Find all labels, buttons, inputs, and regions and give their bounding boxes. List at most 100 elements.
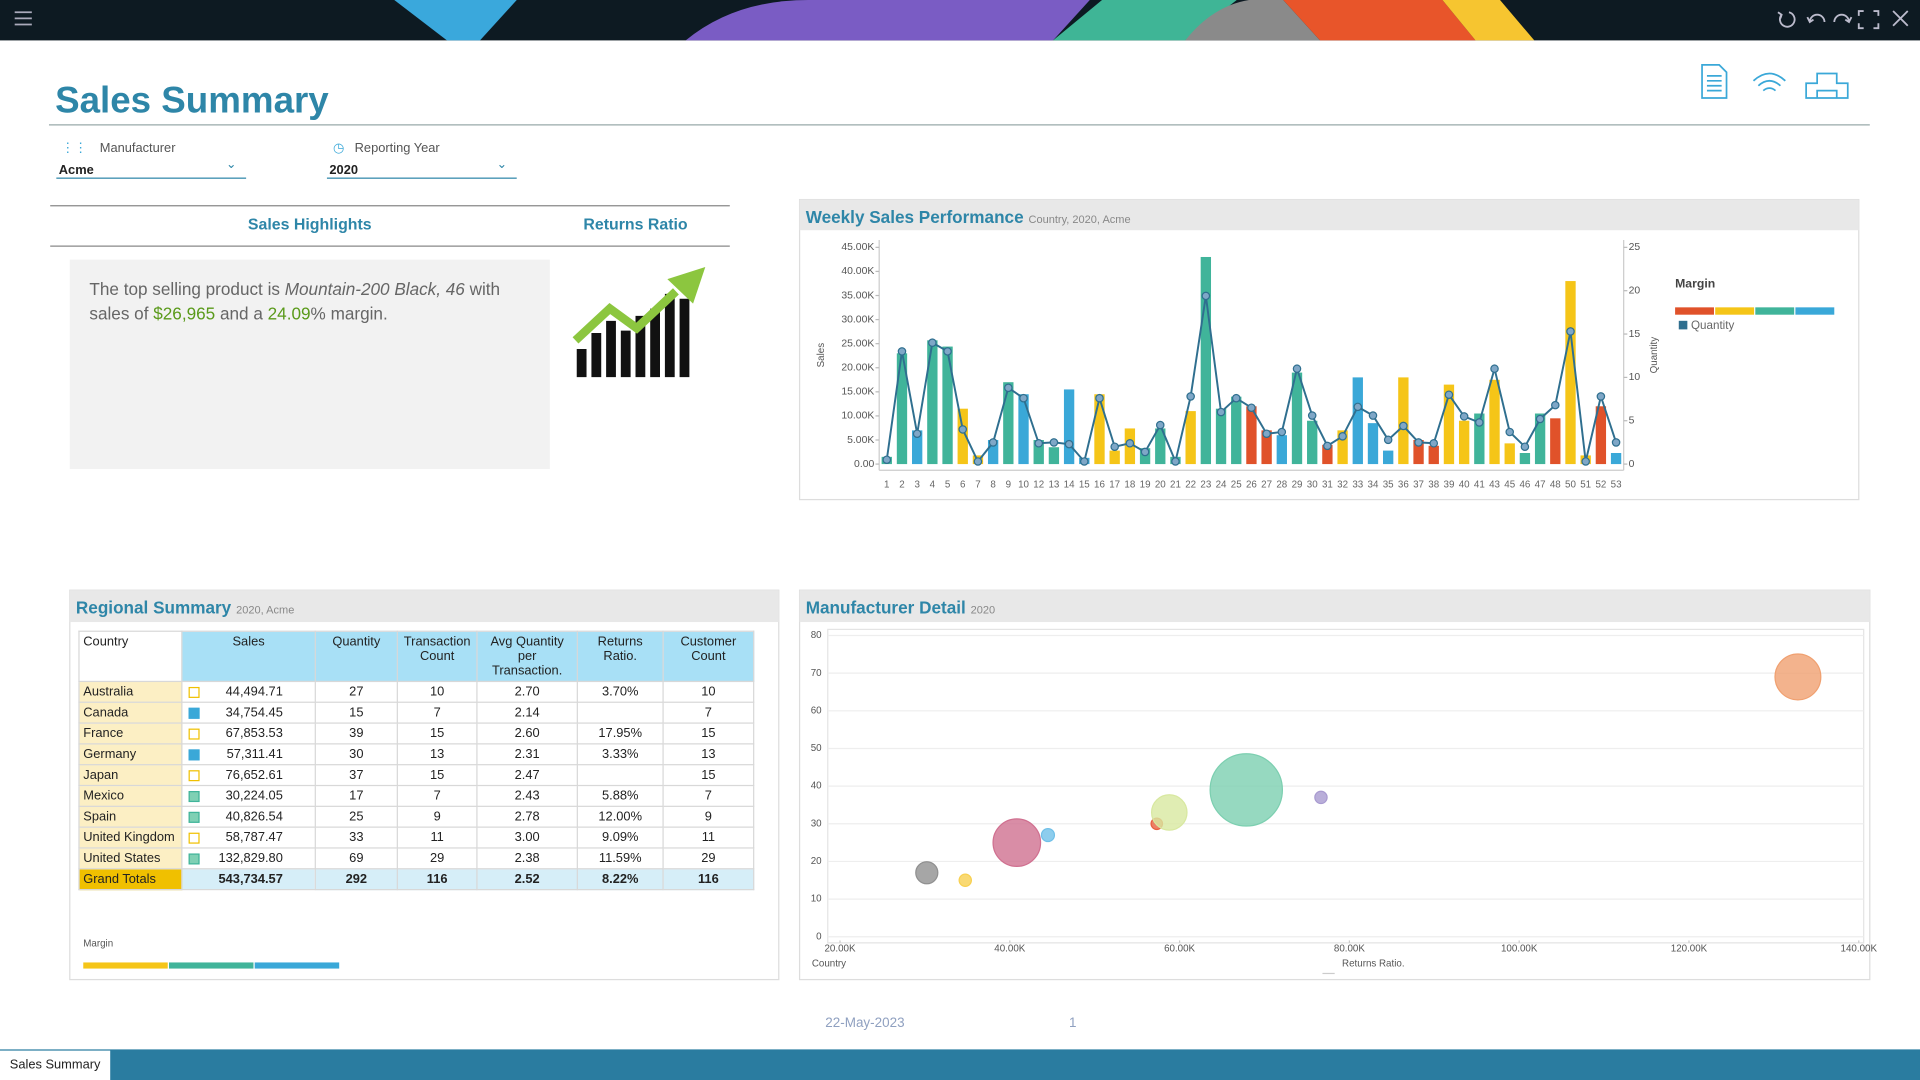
y-tick-label: 10.00K: [841, 411, 874, 422]
cell: 2.14: [476, 701, 578, 724]
toolbar-icons[interactable]: [1777, 10, 1909, 30]
x-tick-label: 5: [945, 479, 951, 490]
cell: 15: [396, 722, 478, 745]
cell: 3.33%: [576, 743, 664, 766]
y2-axis-title: Quantity: [1649, 337, 1660, 374]
tab-label[interactable]: Sales Highlights: [248, 217, 372, 234]
bar: [1185, 411, 1196, 465]
cell: 9: [396, 805, 478, 828]
banner-shape: [1283, 0, 1476, 41]
legend-title: Returns Ratio.: [1342, 958, 1405, 969]
bar: [1428, 445, 1439, 465]
cell: 2.78: [476, 805, 578, 828]
x-tick-label: 50: [1565, 479, 1576, 490]
y2-tick-label: 10: [1629, 372, 1641, 383]
bar: [1474, 413, 1485, 465]
bubble: [958, 873, 972, 887]
bar: [1246, 406, 1257, 465]
panel-header: [799, 590, 1870, 623]
margin-indicator: [188, 832, 200, 844]
data-row: Canada 34,754.45 15 7 2.14 7: [78, 701, 755, 724]
quantity-point: [1080, 457, 1089, 466]
legend-swatch: [1678, 320, 1688, 330]
margin: 24.09: [267, 303, 311, 324]
panel-title: Weekly Sales Performance Country, 2020, A…: [806, 207, 1131, 227]
x-tick-label: 32: [1337, 479, 1348, 490]
filter[interactable]: ◷ Reporting Year: [333, 140, 440, 156]
cell: 2.47: [476, 764, 578, 787]
bar: [1018, 394, 1029, 465]
x-tick-label: 36: [1398, 479, 1409, 490]
x-tick-label: 29: [1292, 479, 1303, 490]
sheet-tab[interactable]: [0, 1050, 111, 1080]
y-axis-title: Sales: [816, 343, 827, 368]
bar: [1610, 453, 1622, 465]
text: % margin.: [310, 303, 388, 324]
y-tick-label: 50: [811, 743, 822, 754]
quantity-point: [1399, 421, 1408, 431]
y-tick-label: 25.00K: [841, 338, 874, 349]
x-tick-label: 4: [930, 479, 936, 490]
report-icons[interactable]: [1701, 64, 1849, 99]
legend-label: Quantity: [1691, 319, 1734, 332]
header-cell: Quantity: [314, 630, 398, 683]
bar: [1200, 256, 1212, 465]
bar: [957, 408, 968, 465]
bubble: [1774, 653, 1822, 701]
margin-indicator: [188, 853, 200, 865]
cell: [576, 764, 664, 787]
y-tick-label: 40: [811, 781, 822, 792]
x-tick-label: 3: [914, 479, 920, 490]
trend-icon: [572, 266, 706, 378]
quantity-point: [1095, 393, 1104, 403]
menu-icon[interactable]: [14, 11, 32, 26]
cell: 76,652.61: [181, 764, 316, 787]
y2-tick-label: 5: [1629, 415, 1635, 426]
legend-title: Country: [812, 958, 846, 969]
tab-label[interactable]: Returns Ratio: [583, 217, 688, 234]
filter-select[interactable]: 2020 ⌄: [326, 158, 517, 179]
cell: 15: [662, 764, 755, 787]
quantity-point: [1262, 429, 1271, 439]
x-tick-label: 34: [1368, 479, 1379, 490]
y2-tick-label: 20: [1629, 285, 1641, 296]
bar: [1519, 453, 1531, 465]
filter[interactable]: ⋮⋮ Manufacturer: [61, 140, 176, 156]
x-tick-label: 52: [1595, 479, 1606, 490]
y2-tick-label: 0: [1629, 459, 1635, 470]
header-cell: Transaction Count: [396, 630, 478, 683]
cell: 40,826.54: [181, 805, 316, 828]
header-row: Country Sales Quantity Transaction Count Avg…: [78, 630, 755, 683]
x-tick-label: 16: [1094, 479, 1105, 490]
quantity-point: [928, 338, 937, 347]
data-row: Germany 57,311.41 30 13 2.31 3.33% 13: [78, 743, 755, 766]
margin-indicator: [188, 749, 200, 761]
quantity-point: [1140, 447, 1150, 457]
cell: 30,224.05: [181, 784, 316, 807]
cell: 543,734.57: [181, 868, 316, 891]
cell: 34,754.45: [181, 701, 316, 724]
panel-header: [69, 590, 779, 623]
x-tick-label: 20.00K: [824, 944, 855, 955]
bar: [1291, 372, 1303, 465]
cell: 10: [396, 680, 478, 703]
bar: [1109, 450, 1120, 465]
filter-select[interactable]: Acme ⌄: [56, 158, 247, 179]
bar: [942, 346, 953, 465]
y2-tick-label: 15: [1629, 329, 1641, 340]
bar: [1155, 428, 1166, 465]
bar: [1063, 389, 1075, 465]
sheet-tab-label[interactable]: Sales Summary: [10, 1057, 101, 1072]
legend-swatch: [1715, 307, 1755, 315]
bar: [927, 340, 938, 465]
cell: 13: [396, 743, 478, 766]
cell: 3.70%: [576, 680, 664, 703]
text: and a: [215, 303, 268, 324]
bar: [1307, 420, 1318, 465]
cell: 37: [314, 764, 398, 787]
header-cell: Customer Count: [662, 630, 755, 683]
y-tick-label: 60: [811, 705, 822, 716]
bubble: [915, 861, 939, 885]
quantity-point: [1247, 403, 1256, 413]
